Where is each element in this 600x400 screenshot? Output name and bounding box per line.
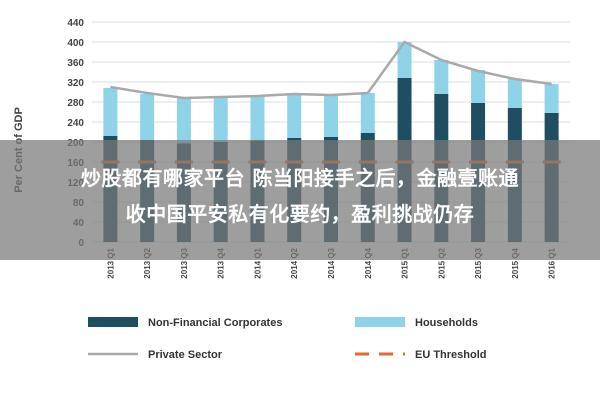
x-tick-label: 2014 Q3 xyxy=(327,247,336,278)
legend-label: Non-Financial Corporates xyxy=(148,317,282,329)
bar-households xyxy=(140,94,155,140)
bar-households xyxy=(324,95,338,137)
x-tick-label: 2015 Q1 xyxy=(401,247,410,278)
legend-swatch xyxy=(88,317,138,327)
watermark-banner: 炒股都有哪家平台 陈当阳接手之后，金融壹账通 收中国平安私有化要约，盈利挑战仍存 xyxy=(0,140,600,260)
x-tick-label: 2016 Q1 xyxy=(548,247,557,278)
x-tick-label: 2015 Q4 xyxy=(511,247,520,278)
legend: Non-Financial Corporates Households Privat… xyxy=(88,317,487,361)
y-tick-label: 360 xyxy=(67,58,84,69)
bar-households xyxy=(250,96,265,141)
line-private-sector xyxy=(110,40,552,100)
bar-households xyxy=(507,79,522,108)
x-axis-ticks: 2013 Q1 2013 Q2 2013 Q3 2013 Q4 2014 Q1 2014 … xyxy=(106,247,556,278)
bar-households xyxy=(397,42,412,78)
bar-households xyxy=(103,88,118,136)
y-tick-label: 280 xyxy=(67,98,84,109)
bar-households xyxy=(471,70,486,103)
x-tick-label: 2013 Q4 xyxy=(217,247,226,278)
y-tick-label: 320 xyxy=(67,78,84,89)
x-tick-label: 2014 Q2 xyxy=(290,247,299,278)
legend-swatch xyxy=(355,317,405,327)
bar-households xyxy=(360,93,375,133)
banner-text: 炒股都有哪家平台 陈当阳接手之后，金融壹账通 收中国平安私有化要约，盈利挑战仍存 xyxy=(0,160,600,232)
bar-households xyxy=(176,98,191,144)
x-tick-label: 2015 Q2 xyxy=(437,247,446,278)
bar-households xyxy=(544,84,559,113)
y-tick-label: 240 xyxy=(67,118,84,129)
bar-households xyxy=(434,60,449,94)
y-tick-label: 440 xyxy=(67,18,84,29)
x-tick-label: 2013 Q3 xyxy=(180,247,189,278)
bar-households xyxy=(287,94,302,138)
legend-label: Households xyxy=(415,317,478,329)
x-tick-label: 2014 Q1 xyxy=(253,247,262,278)
banner-line-2: 收中国平安私有化要约，盈利挑战仍存 xyxy=(125,202,475,226)
banner-line-1: 炒股都有哪家平台 陈当阳接手之后，金融壹账通 xyxy=(81,166,519,190)
x-tick-label: 2013 Q2 xyxy=(143,247,152,278)
x-tick-label: 2013 Q1 xyxy=(106,247,115,278)
x-tick-label: 2015 Q3 xyxy=(474,247,483,278)
legend-label: EU Threshold xyxy=(415,349,487,361)
y-tick-label: 400 xyxy=(67,38,84,49)
bar-households xyxy=(213,97,228,142)
x-tick-label: 2014 Q4 xyxy=(364,247,373,278)
legend-label: Private Sector xyxy=(148,349,223,361)
